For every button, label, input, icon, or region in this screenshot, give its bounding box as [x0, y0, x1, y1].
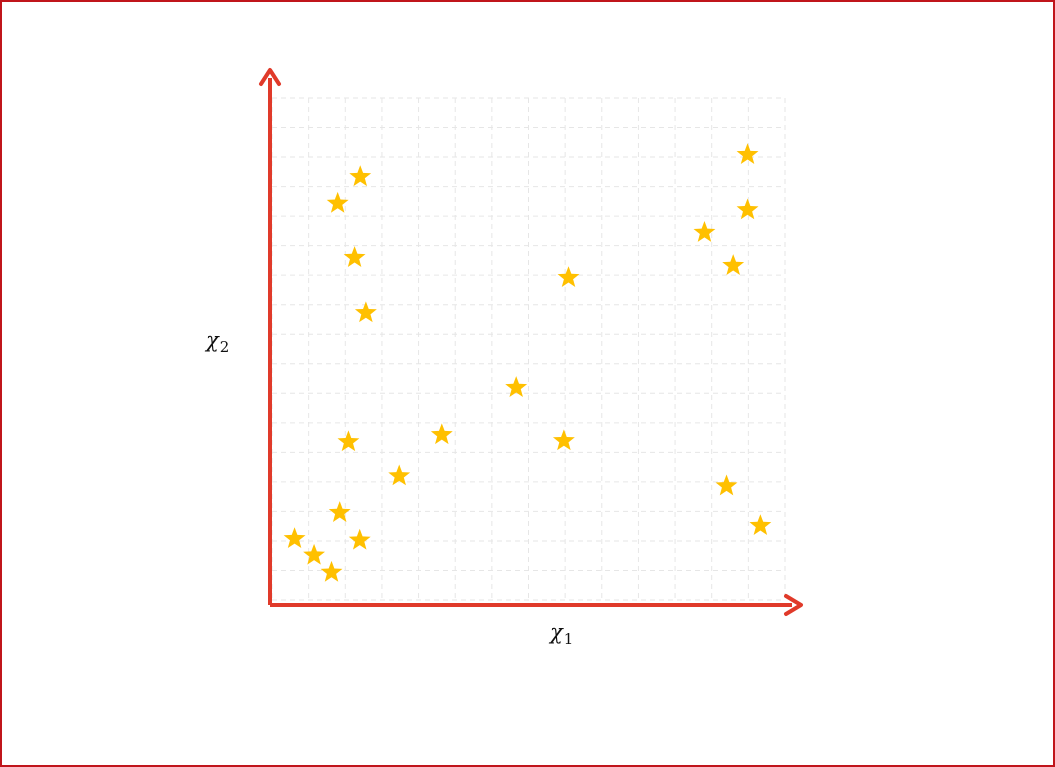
x-axis-label-subscript: 1: [563, 630, 574, 648]
star-marker: [505, 376, 528, 397]
star-marker: [430, 423, 453, 445]
y-axis-label: χ2: [206, 328, 229, 356]
star-marker: [388, 464, 411, 486]
star-marker: [736, 198, 759, 220]
star-marker: [320, 560, 343, 582]
star-marker: [337, 430, 360, 452]
y-axis-label-subscript: 2: [219, 338, 230, 356]
star-marker: [349, 165, 372, 187]
star-marker: [557, 266, 580, 288]
star-marker: [749, 514, 772, 536]
star-marker: [283, 527, 306, 549]
star-marker: [343, 246, 366, 267]
y-axis-arrowhead: [259, 68, 281, 86]
star-marker: [303, 543, 325, 565]
star-marker: [348, 528, 371, 550]
x-axis-arrowhead: [784, 594, 803, 616]
star-marker: [736, 143, 759, 165]
x-axis-label: χ1: [550, 620, 573, 648]
axes: [259, 68, 803, 616]
star-marker: [354, 301, 377, 323]
star-marker: [715, 474, 738, 496]
star-marker: [722, 254, 745, 275]
x-axis-label-symbol: χ: [550, 620, 563, 644]
star-marker: [328, 501, 351, 522]
star-marker: [552, 429, 575, 451]
star-marker: [326, 191, 349, 213]
star-marker: [693, 221, 716, 242]
grid: [271, 97, 786, 601]
data-points: [283, 143, 772, 582]
y-axis-label-symbol: χ: [206, 328, 219, 352]
